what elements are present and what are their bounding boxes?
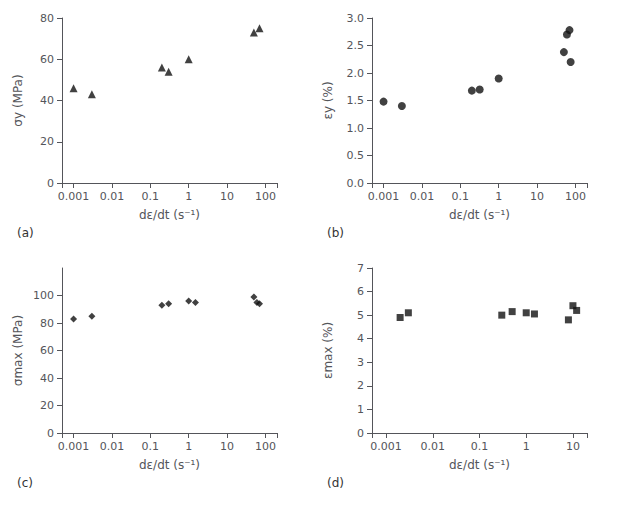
svg-text:6: 6 xyxy=(357,285,364,298)
svg-text:0.01: 0.01 xyxy=(421,440,446,453)
svg-text:1: 1 xyxy=(495,190,502,203)
svg-text:2.5: 2.5 xyxy=(347,39,365,52)
svg-text:1.0: 1.0 xyxy=(347,122,365,135)
svg-text:0.01: 0.01 xyxy=(410,190,435,203)
svg-text:60: 60 xyxy=(40,53,54,66)
svg-text:80: 80 xyxy=(40,317,54,330)
svg-text:3.0: 3.0 xyxy=(347,12,365,25)
svg-text:10: 10 xyxy=(220,440,234,453)
svg-text:εmax (%): εmax (%) xyxy=(321,322,335,379)
svg-text:2.0: 2.0 xyxy=(347,67,365,80)
svg-text:60: 60 xyxy=(40,344,54,357)
svg-text:1.5: 1.5 xyxy=(347,94,365,107)
svg-text:0.001: 0.001 xyxy=(58,440,90,453)
svg-text:εy (%): εy (%) xyxy=(321,81,335,119)
svg-text:2: 2 xyxy=(357,379,364,392)
svg-text:0.1: 0.1 xyxy=(142,190,160,203)
svg-text:4: 4 xyxy=(357,332,364,345)
svg-text:20: 20 xyxy=(40,135,54,148)
svg-text:0: 0 xyxy=(357,427,364,440)
svg-text:80: 80 xyxy=(40,12,54,25)
svg-text:3: 3 xyxy=(357,356,364,369)
svg-text:(d): (d) xyxy=(327,476,344,490)
svg-text:0.0: 0.0 xyxy=(347,177,365,190)
svg-text:dε/dt (s⁻¹): dε/dt (s⁻¹) xyxy=(139,208,200,222)
svg-text:0.1: 0.1 xyxy=(142,440,160,453)
svg-text:dε/dt (s⁻¹): dε/dt (s⁻¹) xyxy=(449,208,510,222)
svg-text:0.001: 0.001 xyxy=(368,190,400,203)
svg-text:dε/dt (s⁻¹): dε/dt (s⁻¹) xyxy=(139,458,200,472)
svg-text:1: 1 xyxy=(185,190,192,203)
svg-text:0.1: 0.1 xyxy=(452,190,470,203)
svg-text:dε/dt (s⁻¹): dε/dt (s⁻¹) xyxy=(449,458,510,472)
svg-text:0.01: 0.01 xyxy=(100,440,125,453)
svg-text:0.5: 0.5 xyxy=(347,149,365,162)
svg-text:(b): (b) xyxy=(327,226,344,240)
svg-text:10: 10 xyxy=(220,190,234,203)
svg-text:100: 100 xyxy=(255,190,276,203)
svg-text:40: 40 xyxy=(40,94,54,107)
svg-text:10: 10 xyxy=(530,190,544,203)
svg-text:0.01: 0.01 xyxy=(100,190,125,203)
svg-text:7: 7 xyxy=(357,262,364,275)
svg-text:100: 100 xyxy=(33,289,54,302)
svg-text:0.1: 0.1 xyxy=(471,440,489,453)
svg-text:0.001: 0.001 xyxy=(370,440,402,453)
svg-text:40: 40 xyxy=(40,372,54,385)
svg-text:σy (MPa): σy (MPa) xyxy=(11,74,25,126)
svg-text:σmax (MPa): σmax (MPa) xyxy=(11,315,25,386)
svg-text:20: 20 xyxy=(40,399,54,412)
svg-text:100: 100 xyxy=(565,190,586,203)
svg-text:1: 1 xyxy=(357,403,364,416)
svg-text:0: 0 xyxy=(47,177,54,190)
svg-text:0.001: 0.001 xyxy=(58,190,90,203)
svg-text:10: 10 xyxy=(566,440,580,453)
svg-text:5: 5 xyxy=(357,309,364,322)
svg-text:(a): (a) xyxy=(17,226,34,240)
svg-text:(c): (c) xyxy=(17,476,33,490)
svg-text:0: 0 xyxy=(47,427,54,440)
svg-text:1: 1 xyxy=(185,440,192,453)
svg-text:100: 100 xyxy=(255,440,276,453)
svg-text:1: 1 xyxy=(523,440,530,453)
